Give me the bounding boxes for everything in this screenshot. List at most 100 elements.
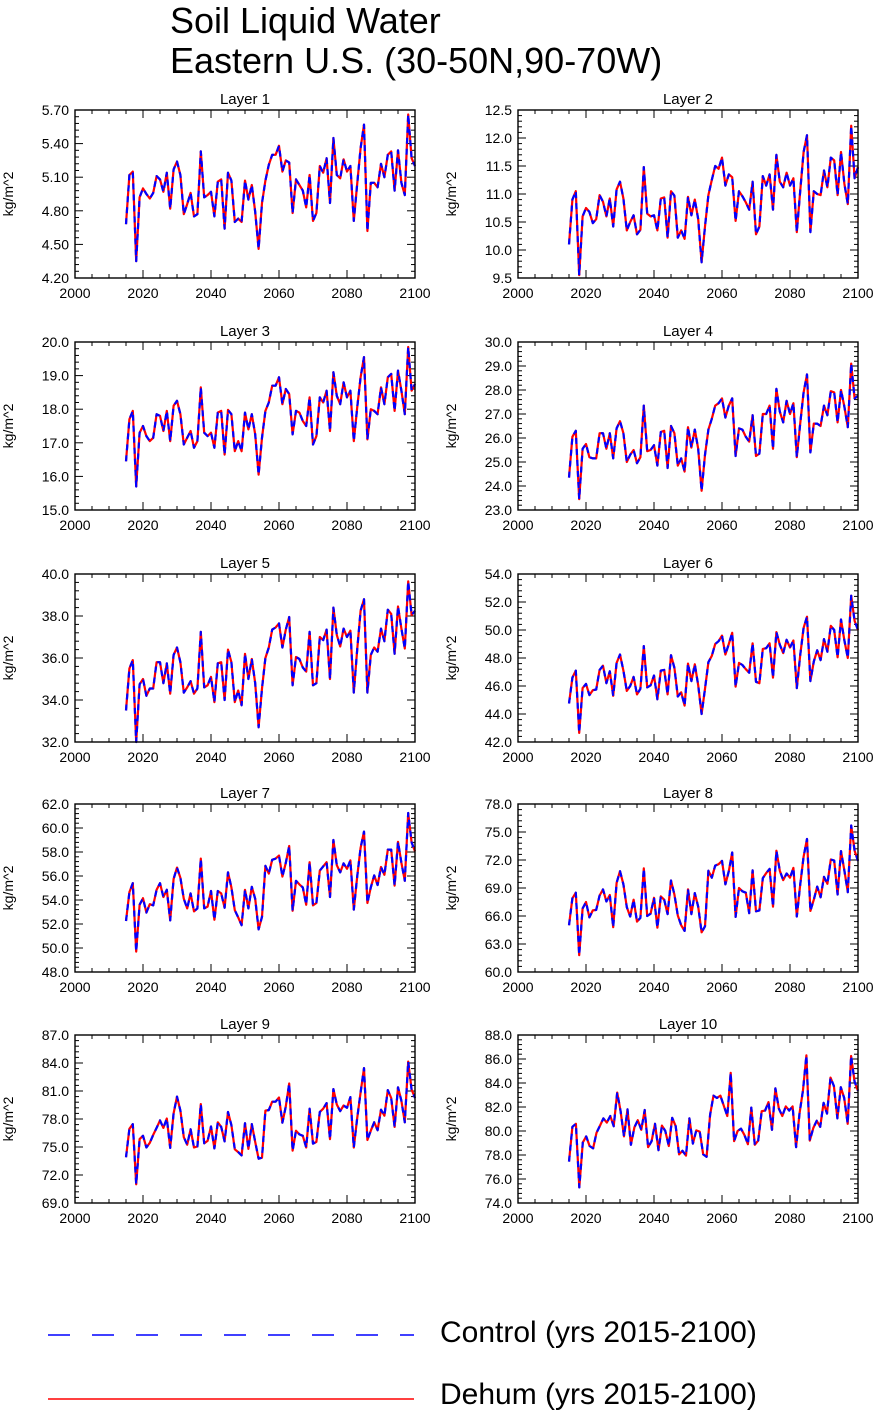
y-tick-label: 72.0: [485, 852, 512, 868]
x-tick-label: 2060: [706, 749, 737, 765]
y-tick-label: 60.0: [42, 820, 69, 836]
x-tick-label: 2040: [195, 749, 226, 765]
series-control-line: [567, 124, 860, 277]
y-tick-label: 60.0: [485, 964, 512, 980]
panel-title: Layer 5: [220, 555, 270, 572]
y-tick-label: 88.0: [485, 1027, 512, 1043]
y-tick-label: 52.0: [42, 916, 69, 932]
y-axis-label: kg/m^2: [0, 1096, 16, 1141]
panel-8: Layer 8 2000 2020 2040 2060 2080 2100 60.0 63.0 6…: [443, 785, 874, 995]
panel-7: Layer 7 2000 2020 2040 2060 2080 2100 48.0 50.0 5…: [0, 785, 431, 995]
y-tick-label: 34.0: [42, 692, 69, 708]
y-tick-label: 5.40: [42, 136, 69, 152]
y-tick-label: 48.0: [42, 964, 69, 980]
y-tick-label: 4.20: [42, 270, 69, 286]
x-tick-label: 2060: [706, 285, 737, 301]
panel-1: Layer 1 2000 2020 2040 2060 2080 2100 4.20 4.50 4…: [0, 91, 431, 301]
y-tick-label: 38.0: [42, 608, 69, 624]
panel-2: Layer 2 2000 2020 2040 2060 2080 2100 9.5 10.0 10…: [443, 91, 874, 301]
x-tick-label: 2080: [331, 285, 362, 301]
x-tick-label: 2000: [502, 517, 533, 533]
series-control-line: [567, 594, 860, 735]
y-tick-label: 28.0: [485, 382, 512, 398]
plot-frame: [517, 573, 859, 743]
y-tick-label: 12.0: [485, 130, 512, 146]
x-tick-label: 2100: [842, 285, 873, 301]
x-tick-label: 2000: [502, 1210, 533, 1226]
y-tick-label: 27.0: [485, 406, 512, 422]
y-tick-label: 86.0: [485, 1051, 512, 1067]
y-tick-label: 9.5: [493, 270, 513, 286]
x-tick-label: 2020: [127, 285, 158, 301]
x-tick-label: 2100: [399, 517, 430, 533]
y-tick-label: 63.0: [485, 936, 512, 952]
y-tick-label: 10.5: [485, 214, 512, 230]
x-tick-label: 2060: [263, 517, 294, 533]
panel-title: Layer 8: [663, 785, 713, 802]
series-control-line: [124, 113, 417, 263]
x-tick-label: 2040: [638, 285, 669, 301]
x-tick-label: 2080: [331, 517, 362, 533]
series-dehum-line: [567, 124, 860, 277]
x-tick-label: 2000: [502, 285, 533, 301]
series-control-line: [567, 1054, 860, 1189]
y-axis-label: kg/m^2: [0, 403, 16, 448]
x-tick-label: 2080: [774, 517, 805, 533]
panel-title: Layer 3: [220, 323, 270, 340]
y-tick-label: 11.5: [486, 158, 512, 174]
y-axis-label: kg/m^2: [0, 171, 16, 216]
x-tick-label: 2100: [842, 517, 873, 533]
y-axis-label: kg/m^2: [443, 865, 459, 910]
x-tick-label: 2040: [638, 979, 669, 995]
x-tick-label: 2000: [59, 517, 90, 533]
series-dehum-line: [124, 811, 417, 953]
x-tick-label: 2100: [399, 749, 430, 765]
legend-label-dehum: Dehum (yrs 2015-2100): [440, 1378, 757, 1411]
y-tick-label: 80.0: [485, 1123, 512, 1139]
x-tick-label: 2060: [263, 285, 294, 301]
y-tick-label: 58.0: [42, 844, 69, 860]
plot-frame: [517, 341, 859, 511]
x-tick-label: 2100: [399, 285, 430, 301]
x-tick-label: 2020: [570, 979, 601, 995]
x-tick-label: 2080: [774, 979, 805, 995]
x-tick-label: 2000: [502, 749, 533, 765]
x-tick-label: 2080: [331, 979, 362, 995]
panel-5: Layer 5 2000 2020 2040 2060 2080 2100 32.0 34.0 3…: [0, 555, 431, 765]
y-axis-label: kg/m^2: [443, 403, 459, 448]
y-tick-label: 5.70: [42, 102, 69, 118]
series-dehum-line: [124, 345, 416, 488]
x-tick-label: 2040: [195, 517, 226, 533]
y-tick-label: 26.0: [485, 430, 512, 446]
y-tick-label: 75.0: [42, 1139, 69, 1155]
y-tick-label: 46.0: [485, 678, 512, 694]
x-tick-label: 2020: [570, 1210, 601, 1226]
y-tick-label: 20.0: [42, 334, 69, 350]
y-tick-label: 48.0: [485, 650, 512, 666]
x-tick-label: 2100: [842, 1210, 873, 1226]
y-tick-label: 54.0: [42, 892, 69, 908]
y-tick-label: 15.0: [42, 502, 69, 518]
x-tick-label: 2080: [331, 1210, 362, 1226]
x-tick-label: 2040: [638, 1210, 669, 1226]
y-axis-label: kg/m^2: [443, 1096, 459, 1141]
x-tick-label: 2020: [570, 285, 601, 301]
y-tick-label: 76.0: [485, 1171, 512, 1187]
y-axis-label: kg/m^2: [443, 171, 459, 216]
y-tick-label: 66.0: [485, 908, 512, 924]
y-tick-label: 10.0: [485, 242, 512, 258]
figure-title-line-2: Eastern U.S. (30-50N,90-70W): [170, 40, 663, 81]
y-tick-label: 56.0: [42, 868, 69, 884]
panel-grid: Layer 1 2000 2020 2040 2060 2080 2100 4.20 4.50 4…: [0, 91, 874, 1226]
legend-line-control: [48, 1334, 414, 1336]
x-tick-label: 2000: [59, 1210, 90, 1226]
y-tick-label: 12.5: [485, 102, 512, 118]
y-axis-label: kg/m^2: [0, 865, 16, 910]
series-dehum-line: [124, 1060, 417, 1186]
x-tick-label: 2020: [570, 749, 601, 765]
x-tick-label: 2060: [263, 979, 294, 995]
x-tick-label: 2000: [59, 749, 90, 765]
y-tick-label: 78.0: [485, 796, 512, 812]
y-tick-label: 18.0: [42, 401, 69, 417]
x-tick-label: 2060: [263, 749, 294, 765]
